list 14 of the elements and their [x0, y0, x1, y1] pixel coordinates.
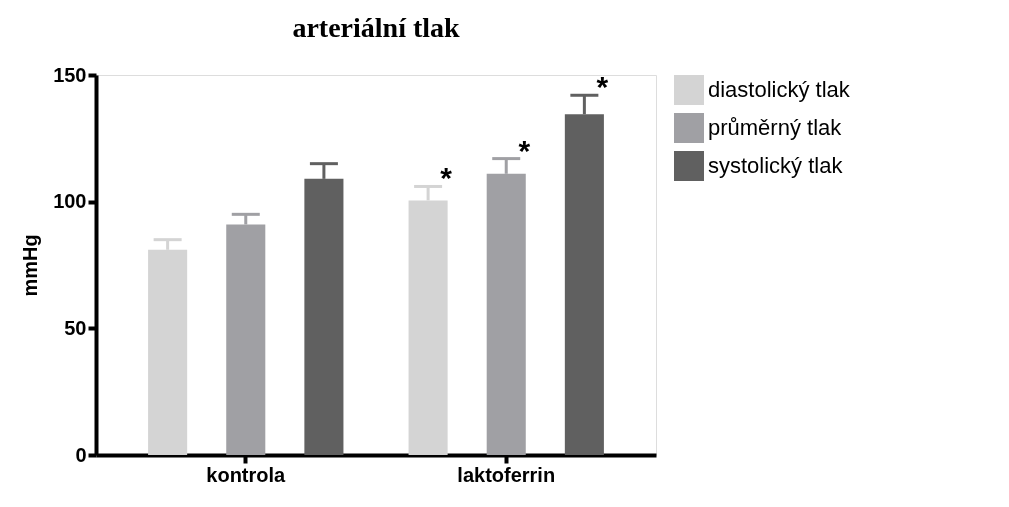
x-tick-label: kontrola	[206, 463, 287, 486]
annotation: *	[518, 133, 531, 167]
legend-label: systolický tlak	[708, 153, 844, 178]
y-tick-label: 100	[53, 190, 87, 213]
y-axis-title: mmHg	[19, 234, 42, 297]
y-tick-label: 50	[64, 316, 87, 339]
x-tick-label: laktoferrin	[457, 463, 556, 486]
legend-label: průměrný tlak	[708, 115, 843, 140]
legend-label: diastolický tlak	[708, 77, 851, 102]
y-tick-label: 150	[53, 63, 87, 86]
annotation: *	[440, 161, 453, 195]
annotation: *	[596, 70, 609, 104]
y-tick-label: 0	[75, 443, 87, 466]
chart-title: arteriální tlak	[292, 12, 461, 43]
